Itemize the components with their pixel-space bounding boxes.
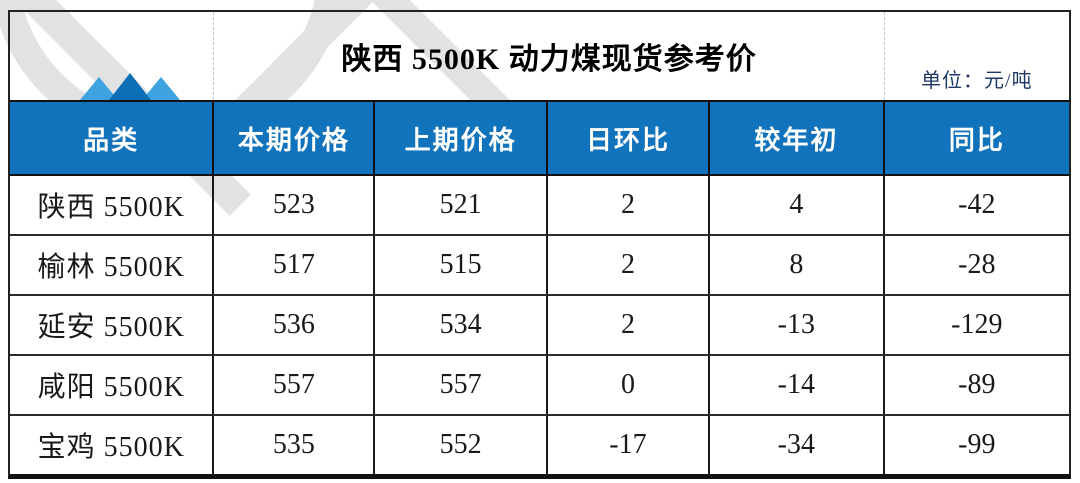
vs-year-start-cell: -13 bbox=[710, 296, 885, 354]
yoy-cell: -99 bbox=[958, 429, 996, 460]
mountain-peak-right-icon bbox=[141, 77, 180, 100]
current-price-cell: 517 bbox=[214, 236, 376, 294]
previous-price-cell: 521 bbox=[375, 176, 548, 234]
vs-year-start-cell: 4 bbox=[710, 176, 885, 234]
column-header-vs-year-start: 较年初 bbox=[710, 102, 885, 174]
vs-year-start-cell: 8 bbox=[710, 236, 885, 294]
category-cell: 陕西 5500K bbox=[10, 176, 215, 234]
previous-price-cell: 515 bbox=[375, 236, 548, 294]
current-price-cell: 523 bbox=[214, 176, 376, 234]
day-on-day-cell: -17 bbox=[548, 416, 710, 474]
unit-label: 单位：元/吨 bbox=[921, 70, 1033, 92]
column-header-category: 品类 bbox=[10, 102, 215, 174]
column-header-previous-price: 上期价格 bbox=[375, 102, 548, 174]
vs-year-start-cell: -34 bbox=[710, 416, 885, 474]
page-title: 陕西 5500K 动力煤现货参考价 bbox=[214, 12, 885, 100]
category-cell: 榆林 5500K bbox=[10, 236, 215, 294]
mountain-peaks-icon bbox=[79, 73, 180, 100]
day-on-day-cell: 2 bbox=[548, 176, 710, 234]
previous-price-cell: 557 bbox=[375, 356, 548, 414]
table-row: 延安 5500K 536 534 2 -13 -129 bbox=[10, 296, 1069, 356]
previous-price-cell: 534 bbox=[375, 296, 548, 354]
day-on-day-cell: 2 bbox=[548, 236, 710, 294]
yoy-cell: -28 bbox=[958, 249, 996, 280]
column-header-yoy: 同比 bbox=[948, 125, 1005, 155]
day-on-day-cell: 0 bbox=[548, 356, 710, 414]
day-on-day-cell: 2 bbox=[548, 296, 710, 354]
column-header-current-price: 本期价格 bbox=[214, 102, 376, 174]
yoy-cell: -129 bbox=[951, 309, 1003, 340]
yoy-cell: -42 bbox=[958, 189, 996, 220]
vs-year-start-cell: -14 bbox=[710, 356, 885, 414]
table-row: 咸阳 5500K 557 557 0 -14 -89 bbox=[10, 356, 1069, 416]
mountain-peak-left-icon bbox=[79, 77, 118, 100]
mountain-peak-middle-icon bbox=[108, 73, 151, 100]
category-cell: 咸阳 5500K bbox=[10, 356, 215, 414]
current-price-cell: 557 bbox=[214, 356, 376, 414]
table-row: 榆林 5500K 517 515 2 8 -28 bbox=[10, 236, 1069, 296]
current-price-cell: 535 bbox=[214, 416, 376, 474]
category-cell: 宝鸡 5500K bbox=[10, 416, 215, 474]
coal-price-table: 陕西 5500K 动力煤现货参考价 单位：元/吨 品类 本期价格 上期价格 日环… bbox=[8, 10, 1071, 479]
current-price-cell: 536 bbox=[214, 296, 376, 354]
title-row: 陕西 5500K 动力煤现货参考价 单位：元/吨 bbox=[10, 12, 1069, 100]
previous-price-cell: 552 bbox=[375, 416, 548, 474]
table-header-row: 品类 本期价格 上期价格 日环比 较年初 同比 bbox=[10, 100, 1069, 176]
table-row: 陕西 5500K 523 521 2 4 -42 bbox=[10, 176, 1069, 236]
table-row: 宝鸡 5500K 535 552 -17 -34 -99 bbox=[10, 416, 1069, 474]
yoy-cell: -89 bbox=[958, 369, 996, 400]
logo-cell bbox=[10, 12, 215, 100]
category-cell: 延安 5500K bbox=[10, 296, 215, 354]
column-header-day-on-day: 日环比 bbox=[548, 102, 710, 174]
